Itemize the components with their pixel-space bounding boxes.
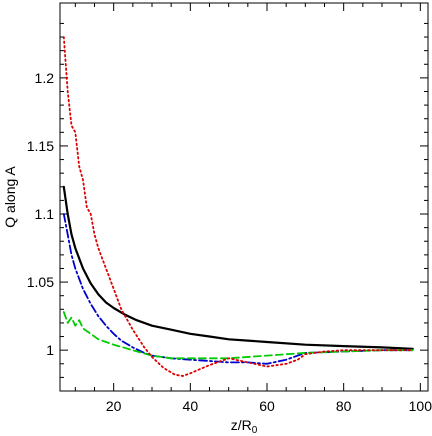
y-tick-label: 1.15 [27,138,54,154]
x-axis-title: z/R0 [231,417,258,436]
series-layer [62,36,414,377]
x-tick-label: 60 [259,398,275,414]
series-line-3 [62,311,414,360]
y-axis-ticks: 1 1.05 1.1 1.15 1.2 [27,22,428,392]
series-line-2 [62,213,414,365]
y-tick-label: 1.2 [35,70,55,86]
y-tick-label: 1.1 [35,206,55,222]
series-line-1 [62,185,414,350]
y-tick-label: 1 [46,342,54,358]
x-tick-label: 80 [336,398,352,414]
y-tick-label: 1.05 [27,274,54,290]
x-tick-label: 20 [106,398,122,414]
x-tick-label: 40 [183,398,199,414]
x-axis-ticks: 20 40 60 80 100 [74,3,432,414]
x-axis-title-subscript: 0 [252,425,258,436]
x-tick-label: 100 [409,398,432,414]
x-axis-title-main: z/R [231,417,252,433]
y-axis-title: Q along A [2,166,18,228]
series-line-4 [62,36,414,377]
plot-frame [59,2,429,392]
